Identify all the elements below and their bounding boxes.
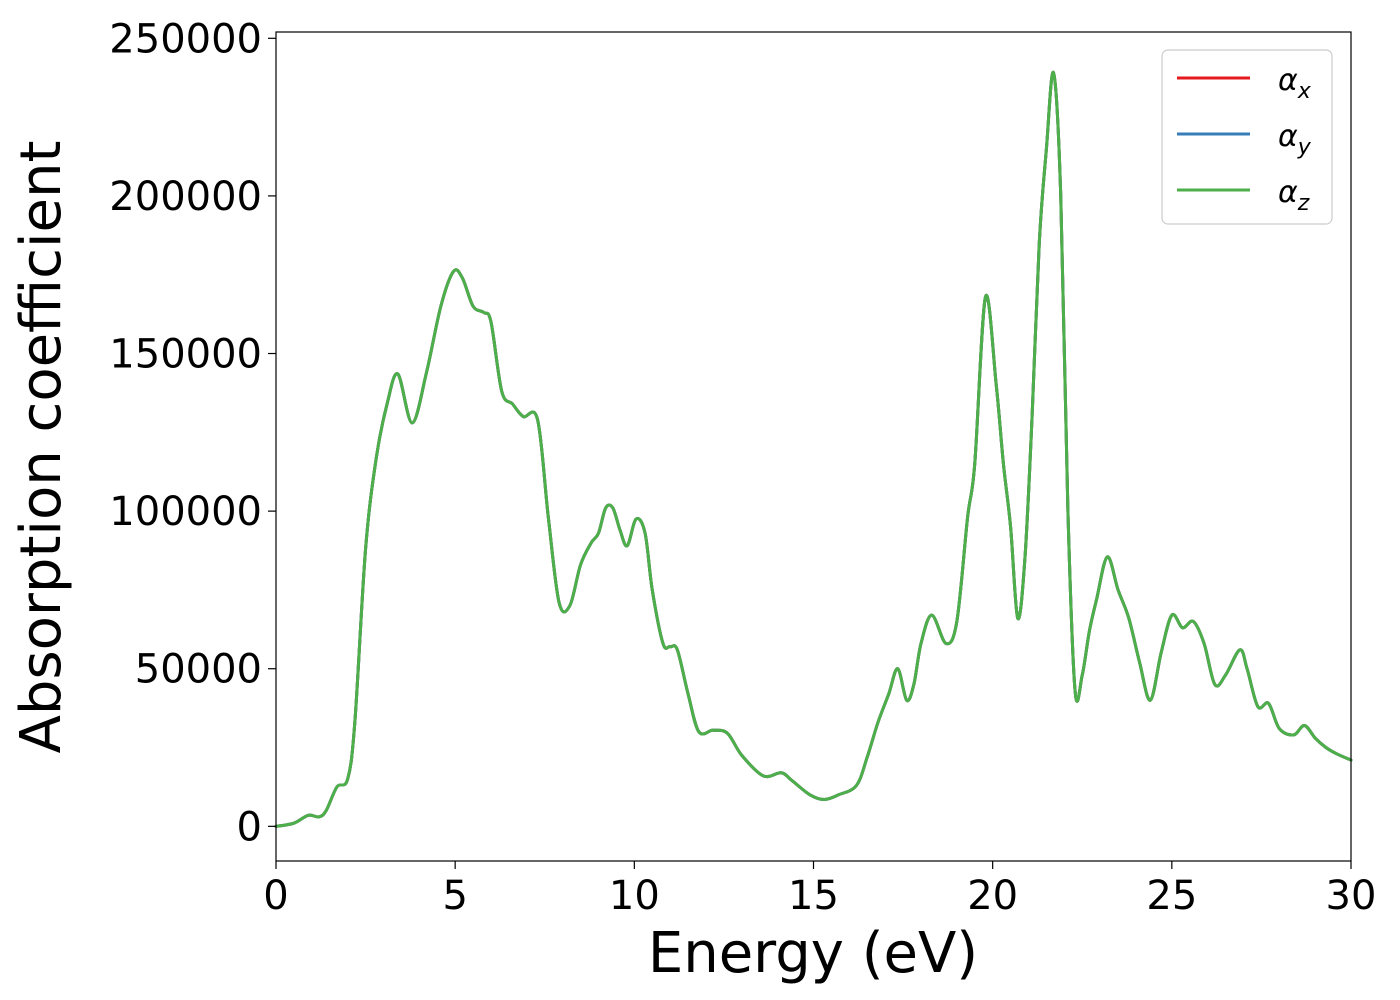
legend-box — [1161, 49, 1333, 225]
x-tick-label: 25 — [1146, 873, 1197, 919]
x-tick-label: 15 — [788, 873, 839, 919]
y-axis-label: Absorption coefficient — [9, 141, 74, 754]
y-tick-label: 50000 — [135, 647, 262, 693]
y-tick-label: 0 — [237, 804, 262, 850]
x-tick-label: 30 — [1326, 873, 1377, 919]
x-tick-label: 0 — [263, 873, 288, 919]
series-line-alpha-z — [274, 70, 1353, 828]
legend-label-alpha-z: αz — [1278, 175, 1310, 216]
legend-label-alpha-y: αy — [1278, 119, 1312, 160]
x-tick-label: 5 — [442, 873, 467, 919]
x-tick-label: 10 — [609, 873, 660, 919]
x-tick-label: 20 — [967, 873, 1018, 919]
series-lines — [274, 70, 1353, 828]
legend-label-alpha-x: αx — [1278, 63, 1312, 104]
x-axis-label: Energy (eV) — [648, 921, 978, 986]
y-tick-label: 150000 — [109, 332, 262, 378]
x-axis-ticks: 0 5 10 15 20 25 30 — [263, 861, 1376, 919]
y-tick-label: 100000 — [109, 489, 262, 535]
y-tick-label: 250000 — [109, 16, 262, 62]
legend: αx αy αz — [1161, 49, 1333, 225]
y-axis-ticks: 0 50000 100000 150000 200000 250000 — [109, 16, 276, 850]
y-tick-label: 200000 — [109, 174, 262, 220]
